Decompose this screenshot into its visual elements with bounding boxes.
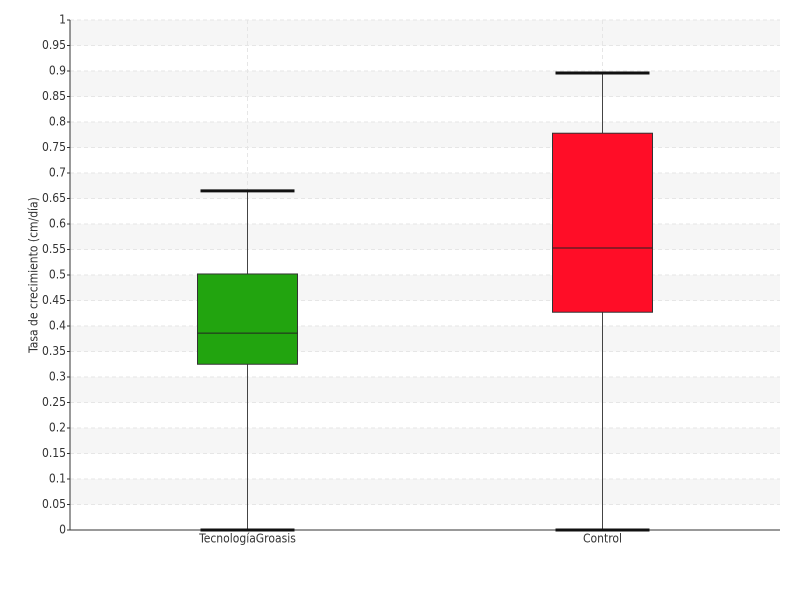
grid-band xyxy=(70,71,780,97)
grid-band xyxy=(70,173,780,199)
grid-band xyxy=(70,479,780,505)
y-tick-label: 1 xyxy=(59,13,66,27)
y-tick-label: 0.55 xyxy=(42,242,66,256)
grid-band xyxy=(70,224,780,250)
grid-band xyxy=(70,377,780,403)
y-tick-label: 0.3 xyxy=(49,370,66,384)
y-tick-label: 0.65 xyxy=(42,191,66,205)
y-tick-label: 0.05 xyxy=(42,497,66,511)
grid-band xyxy=(70,122,780,148)
y-tick-label: 0.95 xyxy=(42,38,66,52)
y-tick-label: 0.5 xyxy=(49,268,66,282)
y-tick-label: 0.75 xyxy=(42,140,66,154)
grid-band xyxy=(70,326,780,352)
grid-band xyxy=(70,20,780,46)
y-tick-label: 0.45 xyxy=(42,293,66,307)
y-tick-label: 0.7 xyxy=(49,166,66,180)
y-tick-label: 0.8 xyxy=(49,115,66,129)
y-tick-label: 0.25 xyxy=(42,395,66,409)
y-tick-label: 0.1 xyxy=(49,472,66,486)
grid-band xyxy=(70,428,780,454)
y-tick-label: 0.6 xyxy=(49,217,66,231)
x-tick-label: Control xyxy=(583,532,622,546)
box xyxy=(197,273,298,365)
grid-band xyxy=(70,275,780,301)
y-tick-label: 0.4 xyxy=(49,319,66,333)
y-tick-label: 0.9 xyxy=(49,64,66,78)
y-tick-label: 0 xyxy=(59,523,66,537)
y-tick-label: 0.15 xyxy=(42,446,66,460)
y-tick-label: 0.2 xyxy=(49,421,66,435)
y-tick-label: 0.85 xyxy=(42,89,66,103)
y-axis-label: Tasa de crecimiento (cm/día) xyxy=(27,197,41,354)
x-tick-label: TecnologíaGroasis xyxy=(198,532,296,546)
y-tick-label: 0.35 xyxy=(42,344,66,358)
box xyxy=(552,132,653,313)
